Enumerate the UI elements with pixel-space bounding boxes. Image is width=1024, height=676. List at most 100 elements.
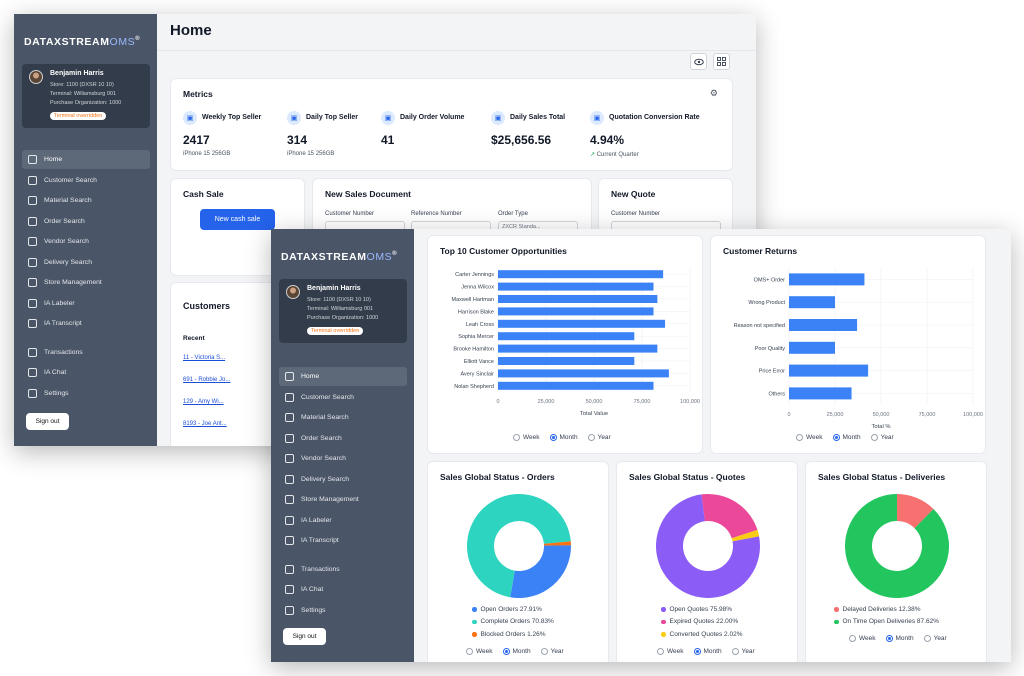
- quotes-period-selector: Week Month Year: [657, 648, 755, 655]
- x-tick-label: 25,000: [538, 399, 555, 405]
- sidebar-item-vendor-search[interactable]: Vendor Search: [279, 449, 407, 468]
- sidebar-item-vendor-search[interactable]: Vendor Search: [22, 232, 150, 251]
- slice-blocked-orders[interactable]: [543, 541, 571, 546]
- x-tick-label: 25,000: [827, 412, 844, 418]
- period-month-radio[interactable]: Month: [549, 434, 578, 441]
- sidebar-item-customer-search[interactable]: Customer Search: [279, 388, 407, 407]
- slice-expired-quotes[interactable]: [701, 494, 758, 539]
- sidebar-item-ia-transcript[interactable]: IA Transcript: [22, 314, 150, 333]
- bar-sophia-mercer[interactable]: [498, 332, 635, 341]
- sidebar-item-ia-labeler[interactable]: IA Labeler: [22, 294, 150, 313]
- period-year-radio[interactable]: Year: [587, 434, 611, 441]
- deliveries-donut-chart: [845, 494, 949, 598]
- radio-dot: [549, 434, 557, 441]
- period-week-radio[interactable]: Week: [849, 635, 876, 642]
- flask-icon: [28, 319, 37, 328]
- sidebar-item-order-search[interactable]: Order Search: [22, 212, 150, 231]
- sidebar-item-ia-chat[interactable]: IA Chat: [279, 580, 407, 599]
- slice-on-time-open-deliveries[interactable]: [845, 494, 949, 598]
- category-label: Brooke Hamilton: [453, 347, 494, 353]
- period-year-radio[interactable]: Year: [923, 635, 947, 642]
- slice-delayed-deliveries[interactable]: [897, 494, 934, 529]
- sidebar-item-ia-transcript[interactable]: IA Transcript: [279, 531, 407, 550]
- bar-oms-order[interactable]: [789, 273, 865, 286]
- bar-elliott-vance[interactable]: [498, 357, 635, 365]
- slice-open-orders[interactable]: [510, 545, 571, 598]
- sidebar-item-delivery-search[interactable]: Delivery Search: [279, 470, 407, 489]
- period-label: Month: [703, 648, 722, 655]
- quotes-legend: Open Quotes 75.98% Expired Quotes 22.00% C…: [661, 603, 743, 641]
- bar-harrison-blake[interactable]: [498, 307, 654, 316]
- customer-link[interactable]: 691 - Robbie Jo...: [183, 377, 231, 383]
- sidebar-item-settings[interactable]: Settings: [279, 601, 407, 620]
- period-month-radio[interactable]: Month: [885, 635, 914, 642]
- sidebar-item-settings[interactable]: Settings: [22, 384, 150, 403]
- bar-poor-quality[interactable]: [789, 341, 835, 354]
- period-week-radio[interactable]: Week: [466, 648, 493, 655]
- slice-complete-orders[interactable]: [467, 494, 571, 598]
- x-tick-label: 50,000: [873, 412, 890, 418]
- slice-open-quotes[interactable]: [656, 494, 760, 598]
- sidebar-item-customer-search[interactable]: Customer Search: [22, 171, 150, 190]
- deliveries-card: Sales Global Status - Deliveries Delayed…: [805, 461, 987, 662]
- bar-nolan-shepherd[interactable]: [498, 381, 654, 390]
- new-cash-sale-button[interactable]: New cash sale: [200, 209, 275, 230]
- sign-out-button[interactable]: Sign out: [26, 413, 69, 430]
- trend-up-icon: ↗: [590, 152, 597, 158]
- bar-wrong-product[interactable]: [789, 296, 835, 309]
- bar-jenna-wilcox[interactable]: [498, 282, 654, 291]
- sidebar-item-store-management[interactable]: Store Management: [279, 490, 407, 509]
- sign-out-button[interactable]: Sign out: [283, 628, 326, 645]
- orders-title: Sales Global Status - Orders: [440, 472, 555, 482]
- sidebar-item-delivery-search[interactable]: Delivery Search: [22, 253, 150, 272]
- period-week-radio[interactable]: Week: [657, 648, 684, 655]
- sidebar-item-order-search[interactable]: Order Search: [279, 429, 407, 448]
- returns-card: Customer Returns 0 25,000 50,000 75,000 100,…: [710, 235, 986, 454]
- period-week-radio[interactable]: Week: [796, 434, 823, 441]
- bar-reason-not-specified[interactable]: [789, 319, 858, 331]
- sidebar-item-material-search[interactable]: Material Search: [279, 408, 407, 427]
- sidebar-item-transactions[interactable]: Transactions: [22, 343, 150, 362]
- bar-price-error[interactable]: [789, 364, 869, 377]
- top10-card: Top 10 Customer Opportunities 0 25,000 50,…: [427, 235, 703, 454]
- bar-carter-jennings[interactable]: [498, 270, 664, 279]
- sidebar-item-label: Home: [301, 373, 320, 380]
- metric-value: $25,656.56: [491, 133, 552, 147]
- sidebar-item-transactions[interactable]: Transactions: [279, 560, 407, 579]
- period-year-radio[interactable]: Year: [731, 648, 755, 655]
- user-icon: [285, 392, 294, 402]
- eye-icon[interactable]: [690, 53, 707, 70]
- bar-others[interactable]: [789, 387, 852, 400]
- customer-link[interactable]: 129 - Amy Wi...: [183, 399, 224, 405]
- period-year-radio[interactable]: Year: [870, 434, 894, 441]
- customer-link[interactable]: 8193 - Joe Ant...: [183, 421, 227, 427]
- customer-link[interactable]: 11 - Victoria S...: [183, 355, 226, 361]
- vendor-icon: [28, 237, 37, 246]
- period-week-radio[interactable]: Week: [513, 434, 540, 441]
- period-month-radio[interactable]: Month: [832, 434, 861, 441]
- category-label: Jenna Wilcox: [461, 285, 494, 291]
- slice-converted-quotes[interactable]: [731, 529, 760, 542]
- sidebar-item-material-search[interactable]: Material Search: [22, 191, 150, 210]
- sidebar-item-label: Transactions: [301, 565, 340, 573]
- legend-label: Open Orders 27.91%: [480, 605, 542, 613]
- recent-label: Recent: [183, 335, 205, 342]
- sidebar-item-label: Order Search: [301, 434, 342, 442]
- sidebar-item-label: Order Search: [44, 217, 85, 225]
- sidebar-item-store-management[interactable]: Store Management: [22, 273, 150, 292]
- bar-leah-cross[interactable]: [498, 319, 666, 328]
- settings-gear-icon[interactable]: ⚙: [709, 88, 718, 98]
- gear-icon: [285, 605, 294, 615]
- period-month-radio[interactable]: Month: [693, 648, 722, 655]
- period-label: Year: [741, 648, 755, 655]
- period-month-radio[interactable]: Month: [502, 648, 531, 655]
- sidebar-item-home[interactable]: Home: [279, 367, 407, 386]
- bar-maxwell-hartman[interactable]: [498, 295, 658, 303]
- sidebar-item-ia-labeler[interactable]: IA Labeler: [279, 511, 407, 530]
- sidebar-item-ia-chat[interactable]: IA Chat: [22, 363, 150, 382]
- bar-brooke-hamilton[interactable]: [498, 344, 658, 353]
- period-year-radio[interactable]: Year: [540, 648, 564, 655]
- sidebar-item-home[interactable]: Home: [22, 150, 150, 169]
- bar-avery-sinclair[interactable]: [498, 369, 669, 378]
- grid-icon[interactable]: [713, 53, 730, 70]
